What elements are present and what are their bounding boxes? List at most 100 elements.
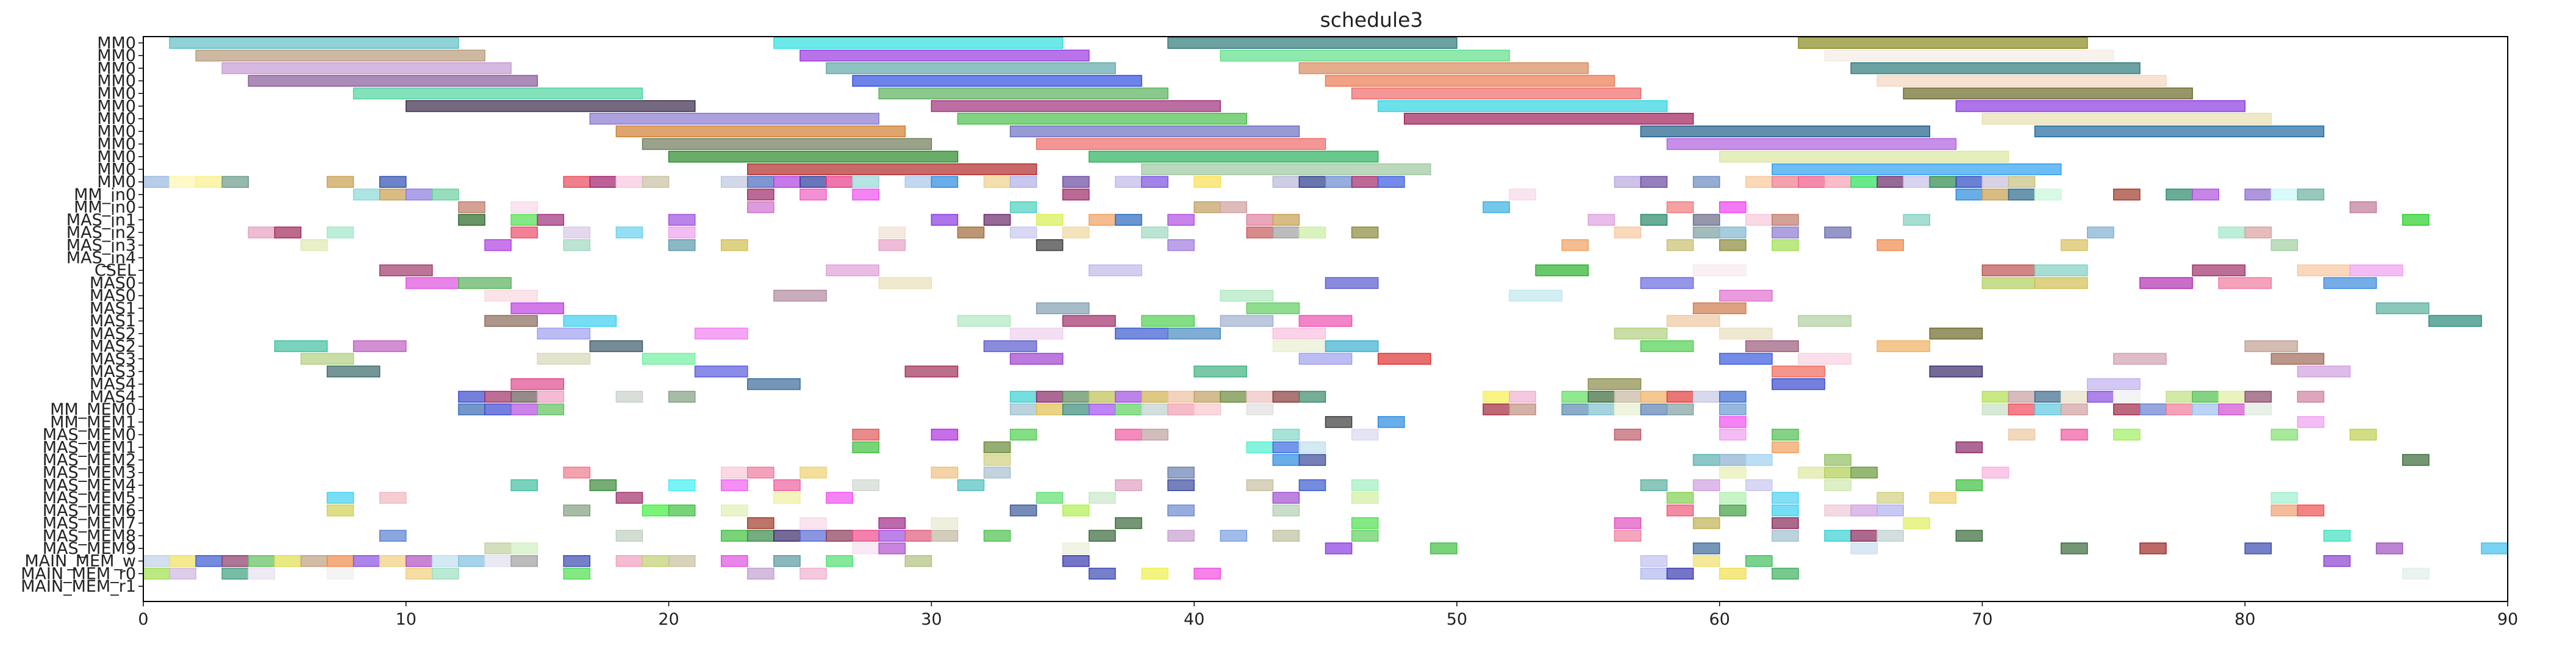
task-bar	[1298, 390, 1326, 403]
task-bar	[1193, 176, 1221, 188]
task-bar	[1719, 428, 1747, 441]
task-bar	[379, 264, 433, 276]
task-bar	[826, 264, 879, 276]
task-bar	[2270, 239, 2299, 251]
task-bar	[1246, 403, 1274, 415]
y-tick-label: MAS4	[90, 375, 136, 394]
task-bar	[642, 504, 670, 517]
task-bar	[2297, 416, 2325, 428]
task-bar	[1325, 416, 1353, 428]
task-bar	[2139, 542, 2167, 554]
y-tick-label: MAS_MEM4	[43, 476, 136, 495]
task-bar	[1193, 365, 1248, 378]
task-bar	[2218, 403, 2245, 415]
task-bar	[1377, 176, 1405, 188]
task-bar	[878, 517, 906, 529]
y-tick-label: MAS_MEM1	[43, 438, 136, 457]
task-bar	[1325, 542, 1353, 554]
task-bar	[458, 390, 485, 403]
task-bar	[2270, 188, 2299, 201]
task-bar	[563, 315, 617, 327]
task-bar	[1719, 328, 1773, 340]
task-bar	[2297, 390, 2325, 403]
task-bar	[248, 74, 538, 87]
task-bar	[1929, 176, 1957, 188]
task-bar	[537, 403, 565, 415]
task-bar	[195, 49, 485, 62]
task-bar	[1272, 492, 1300, 504]
task-bar	[800, 467, 827, 479]
task-bar	[983, 454, 1011, 466]
task-bar	[1640, 567, 1668, 580]
task-bar	[747, 567, 775, 580]
task-bar	[1877, 340, 1931, 353]
task-bar	[484, 555, 512, 567]
task-bar	[1062, 403, 1090, 415]
task-bar	[957, 226, 985, 239]
task-bar	[1719, 201, 1747, 214]
task-bar	[2192, 188, 2219, 201]
task-bar	[1824, 467, 1852, 479]
y-tick-label: MM0	[97, 110, 136, 129]
task-bar	[1325, 277, 1379, 289]
task-bar	[1614, 529, 1642, 542]
task-bar	[904, 555, 932, 567]
y-tick-label: MM0	[97, 84, 136, 103]
task-bar	[852, 542, 879, 554]
task-bar	[615, 555, 643, 567]
task-bar	[668, 390, 696, 403]
task-bar	[1955, 176, 1983, 188]
task-bar	[589, 112, 879, 125]
task-bar	[1772, 529, 1799, 542]
task-bar	[1772, 226, 1799, 239]
task-bar	[1614, 328, 1668, 340]
task-bar	[931, 214, 959, 226]
task-bar	[2270, 504, 2299, 517]
task-bar	[484, 290, 538, 302]
task-bar	[1483, 390, 1510, 403]
task-bar	[1115, 328, 1168, 340]
task-bar	[1193, 567, 1221, 580]
x-tick-label: 50	[1447, 610, 1467, 629]
task-bar	[432, 567, 459, 580]
task-bar	[668, 214, 696, 226]
task-bar	[1719, 226, 1747, 239]
task-bar	[1325, 340, 1379, 353]
task-bar	[800, 529, 827, 542]
task-bar	[510, 214, 538, 226]
task-bar	[248, 226, 276, 239]
task-bar	[1587, 378, 1642, 390]
task-bar	[1167, 214, 1195, 226]
task-bar	[1798, 176, 1825, 188]
task-bar	[1115, 479, 1142, 492]
y-tick-label: MM0	[97, 148, 136, 167]
task-bar	[1377, 416, 1405, 428]
task-bar	[1009, 328, 1064, 340]
task-bar	[1692, 555, 1720, 567]
task-bar	[1824, 479, 1852, 492]
task-bar	[2375, 542, 2403, 554]
y-tick-label: MAS_MEM3	[43, 464, 136, 483]
task-bar	[1666, 403, 1694, 415]
task-bar	[1062, 226, 1090, 239]
task-bar	[2060, 428, 2088, 441]
task-bar	[1298, 226, 1326, 239]
task-bar	[2270, 353, 2325, 365]
task-bar	[1877, 504, 1904, 517]
task-bar	[800, 567, 827, 580]
task-bar	[1719, 151, 2009, 163]
task-bar	[2087, 226, 2114, 239]
task-bar	[826, 529, 853, 542]
y-tick-label: MAIN_MEM_r0	[21, 564, 136, 583]
y-tick-label: MM_MEM1	[50, 413, 136, 432]
task-bar	[2270, 492, 2299, 504]
task-bar	[1877, 176, 1904, 188]
task-bar	[1719, 239, 1747, 251]
y-tick-label: MM_in0	[74, 185, 136, 204]
task-bar	[1955, 529, 1983, 542]
task-bar	[1089, 151, 1379, 163]
task-bar	[1351, 517, 1379, 529]
task-bar	[800, 517, 827, 529]
y-tick-label: MM0	[97, 46, 136, 65]
